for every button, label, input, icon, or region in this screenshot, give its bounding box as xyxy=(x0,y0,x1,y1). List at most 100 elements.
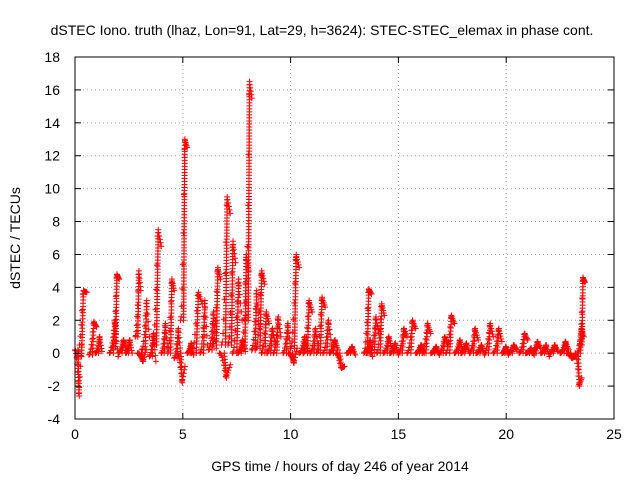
data-point xyxy=(457,337,464,344)
data-point xyxy=(120,337,127,344)
data-arc xyxy=(395,325,411,357)
data-arc xyxy=(242,78,255,324)
data-point xyxy=(210,309,217,316)
data-point xyxy=(418,341,425,348)
data-point xyxy=(155,226,162,233)
data-arc xyxy=(332,350,348,371)
data-point xyxy=(226,364,233,371)
data-point xyxy=(372,313,379,320)
data-arc xyxy=(529,338,544,357)
data-point xyxy=(275,313,282,320)
data-point xyxy=(224,193,231,200)
x-tick-label: 20 xyxy=(498,426,514,442)
data-point xyxy=(489,330,496,337)
data-point xyxy=(412,325,419,332)
data-arc xyxy=(164,276,178,357)
data-point xyxy=(569,355,576,362)
data-point xyxy=(230,348,237,355)
data-point xyxy=(498,335,505,342)
data-point xyxy=(277,333,284,340)
data-point xyxy=(263,309,270,316)
data-point xyxy=(478,341,485,348)
data-point xyxy=(424,320,431,327)
data-point xyxy=(475,337,482,344)
data-point xyxy=(158,243,165,250)
data-point xyxy=(223,374,230,381)
data-arc xyxy=(74,287,90,360)
data-point xyxy=(521,330,528,337)
data-point xyxy=(536,343,543,350)
data-arc xyxy=(343,343,359,358)
data-point xyxy=(543,341,550,348)
data-point xyxy=(188,340,195,347)
data-arc xyxy=(149,226,165,348)
data-point xyxy=(407,334,414,341)
data-point xyxy=(463,340,470,347)
data-point xyxy=(510,341,517,348)
data-point xyxy=(235,276,242,283)
data-point xyxy=(83,289,90,296)
data-point xyxy=(175,325,182,332)
x-tick-label: 5 xyxy=(179,426,187,442)
data-point xyxy=(214,264,221,271)
data-point xyxy=(301,349,308,356)
data-arc xyxy=(229,276,246,357)
data-point xyxy=(189,349,196,356)
data-arc xyxy=(557,338,572,357)
y-tick-label: 2 xyxy=(52,312,60,328)
data-point xyxy=(487,320,494,327)
data-arc xyxy=(177,136,191,324)
data-arc xyxy=(442,312,458,357)
data-arc xyxy=(225,238,239,348)
data-point xyxy=(378,300,385,307)
data-point xyxy=(181,136,188,143)
data-arc xyxy=(404,317,419,357)
data-arc xyxy=(505,341,520,357)
data-arc xyxy=(270,313,284,357)
data-point xyxy=(401,325,408,332)
grid xyxy=(75,57,614,419)
data-point xyxy=(314,349,321,356)
y-tick-label: 4 xyxy=(52,279,60,295)
data-point xyxy=(503,343,510,350)
data-arc xyxy=(132,267,144,340)
data-point xyxy=(195,289,202,296)
data-arc xyxy=(419,320,434,357)
data-point xyxy=(227,361,234,368)
data-point xyxy=(534,338,541,345)
data-arc xyxy=(92,333,105,357)
data-arc xyxy=(216,350,234,381)
data-point xyxy=(140,358,147,365)
data-point xyxy=(409,317,416,324)
data-arc xyxy=(174,350,188,386)
data-points xyxy=(72,78,588,399)
data-point xyxy=(168,276,175,283)
y-axis-label: dSTEC / TECUs xyxy=(7,187,23,289)
y-tick-label: -4 xyxy=(48,411,61,427)
data-arc xyxy=(380,333,395,357)
data-point xyxy=(365,286,372,293)
data-point xyxy=(323,334,330,341)
data-point xyxy=(176,334,183,341)
data-point xyxy=(229,238,236,245)
y-tick-label: 0 xyxy=(52,345,60,361)
data-point xyxy=(363,330,370,337)
data-point xyxy=(335,346,342,353)
data-arc xyxy=(122,337,136,357)
data-point xyxy=(96,333,103,340)
data-point xyxy=(150,339,157,346)
data-point xyxy=(288,343,295,350)
x-axis-label: GPS time / hours of day 246 of year 2014 xyxy=(211,458,469,474)
data-point xyxy=(143,297,150,304)
data-arc xyxy=(313,294,329,357)
data-point xyxy=(322,304,329,311)
data-point xyxy=(576,383,583,390)
data-arc xyxy=(307,325,322,357)
data-point xyxy=(580,274,587,281)
data-point xyxy=(160,341,167,348)
y-tick-label: 10 xyxy=(44,181,60,197)
data-arc xyxy=(248,287,263,353)
data-point xyxy=(113,271,120,278)
data-arc xyxy=(197,297,211,357)
